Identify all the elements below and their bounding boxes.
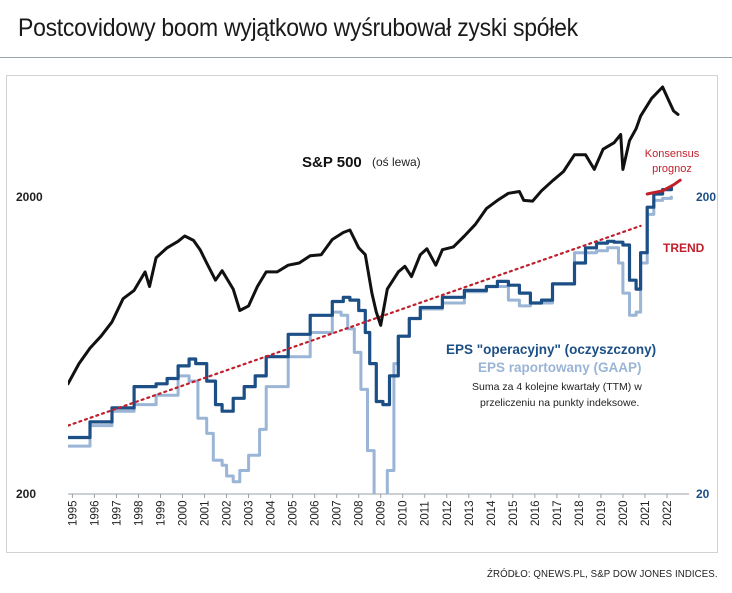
eps-gaap-label: EPS raportowany (GAAP) [478, 360, 642, 375]
consensus-label-line2: prognoz [652, 163, 692, 175]
trend-line [68, 224, 642, 427]
chart-area: 1995 1996 1997 1998 1999 2000 2001 2002 2003 2004… [6, 75, 718, 553]
series-layer [68, 85, 682, 494]
x-tick-label: 2004 [266, 500, 278, 526]
title-divider [0, 57, 732, 58]
eps-gaap-line [68, 195, 673, 494]
x-tick-label: 1996 [89, 500, 101, 526]
x-tick-label: 2001 [200, 500, 212, 526]
sp500-label: S&P 500 [302, 154, 362, 171]
y-right-tick-label: 20 [696, 487, 710, 501]
x-tick-label: 2017 [552, 500, 564, 526]
x-tick-label: 2000 [178, 500, 190, 526]
x-tick-label: 1998 [133, 500, 145, 526]
sp500-line [68, 85, 680, 386]
consensus-label-line1: Konsensus [645, 148, 700, 160]
consensus-line [645, 178, 682, 196]
x-tick-label: 2005 [288, 500, 300, 526]
eps-operating-line [68, 186, 673, 440]
x-tick-label: 2009 [376, 500, 388, 526]
source-note: ŹRÓDŁO: QNEWS.PL, S&P DOW JONES INDICES. [487, 568, 718, 580]
annotations: S&P 500 (oś lewa) Konsensus prognoz TREN… [302, 148, 705, 409]
eps-operating-label: EPS "operacyjny" (oczyszczony) [446, 342, 656, 357]
x-tick-label: 2010 [398, 500, 410, 526]
x-tick-label: 2011 [420, 501, 432, 526]
chart-title: Postcovidowy boom wyjątkowo wyśrubował z… [18, 14, 578, 42]
x-tick-label: 2007 [332, 500, 344, 526]
x-tick-label: 2021 [640, 500, 652, 526]
x-tick-label: 2012 [442, 500, 454, 526]
trend-label: TREND [663, 241, 705, 255]
y-left-tick-label: 200 [16, 487, 36, 501]
note-line1: Suma za 4 kolejne kwartały (TTM) w [472, 381, 642, 393]
x-tick-label: 2006 [310, 500, 322, 526]
x-axis: 1995 1996 1997 1998 1999 2000 2001 2002 2003 2004… [67, 493, 689, 526]
x-tick-label: 2008 [354, 500, 366, 526]
y-left-tick-label: 2000 [16, 190, 43, 204]
x-tick-label: 2002 [222, 500, 234, 526]
chart-svg: 1995 1996 1997 1998 1999 2000 2001 2002 2003 2004… [6, 75, 718, 553]
y-axis-right: 200 20 [696, 190, 716, 501]
x-tick-label: 1997 [111, 500, 123, 526]
x-tick-label: 2015 [508, 500, 520, 526]
y-axis-left: 2000 200 [16, 190, 43, 501]
x-tick-label: 2016 [530, 500, 542, 526]
x-tick-label: 2003 [244, 500, 256, 526]
x-tick-label: 2013 [464, 500, 476, 526]
note-line2: przeliczeniu na punkty indeksowe. [480, 397, 639, 409]
x-tick-label: 2018 [574, 500, 586, 526]
x-tick-label: 1999 [155, 500, 167, 526]
sp500-sublabel: (oś lewa) [372, 155, 421, 169]
x-tick-label: 2014 [486, 500, 498, 526]
x-tick-label: 2020 [618, 500, 630, 526]
x-tick-label: 2019 [596, 500, 608, 526]
x-tick-label: 1995 [67, 500, 79, 526]
x-tick-label: 2022 [662, 500, 674, 526]
plot-frame [6, 75, 718, 553]
y-right-tick-label: 200 [696, 190, 716, 204]
